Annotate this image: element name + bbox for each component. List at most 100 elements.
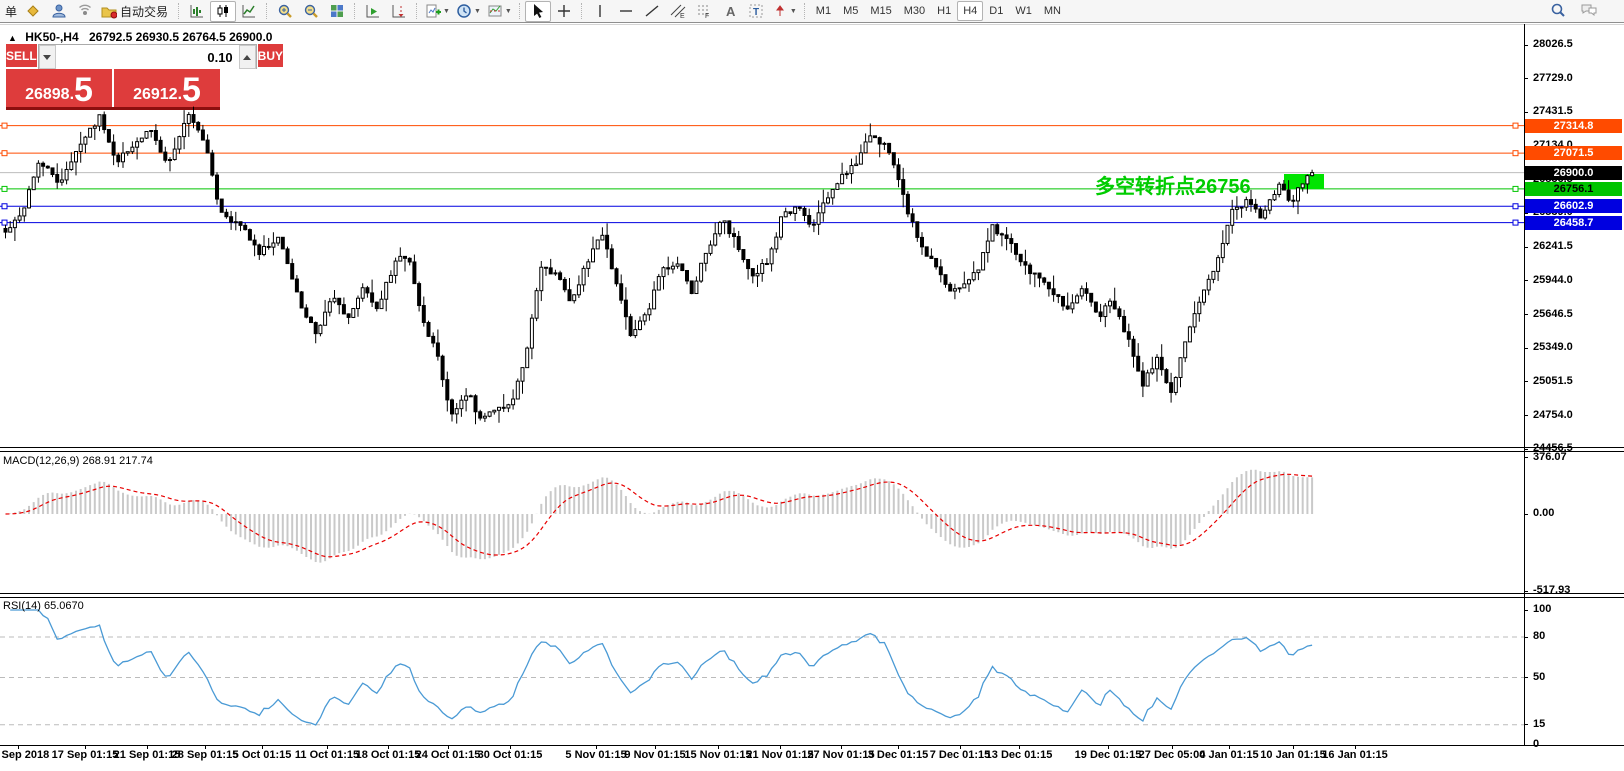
time-tick-label: 15 Nov 01:15: [684, 749, 752, 761]
time-tick-label: 11 Sep 2018: [0, 749, 50, 761]
toolbar-separator: [518, 3, 521, 19]
axis-tick-dash: [1524, 744, 1528, 746]
time-tick-label: 27 Dec 05:00: [1138, 749, 1206, 761]
timeframe-H1[interactable]: H1: [937, 5, 952, 17]
axis-tick-label: 15: [1533, 717, 1546, 730]
tile-windows-icon[interactable]: [324, 1, 350, 22]
decimal-point: .: [69, 86, 75, 103]
cursor-tool-icon[interactable]: [524, 0, 551, 22]
pane-separator[interactable]: [0, 447, 1624, 452]
buy-price-display[interactable]: 26912. 5: [114, 69, 220, 107]
sell-price-display[interactable]: 26898. 5: [6, 69, 112, 107]
collapse-panel-icon[interactable]: ▲: [8, 33, 17, 43]
timeframe-MN[interactable]: MN: [1043, 5, 1061, 17]
price-axis-line: [1524, 24, 1525, 745]
volume-decrease-button[interactable]: [38, 45, 56, 69]
timeframe-H4[interactable]: H4: [957, 1, 984, 21]
text-label-tool-icon[interactable]: T: [743, 1, 769, 22]
timeframe-M1[interactable]: M1: [815, 5, 832, 17]
text-tool-icon[interactable]: A: [717, 1, 743, 22]
chart-title: ▲ HK50-,H4 26792.5 26930.5 26764.5 26900…: [8, 30, 272, 44]
axis-tick-label: 0: [1533, 738, 1540, 750]
time-tick-label: 24 Oct 01:15: [415, 749, 481, 761]
time-tick: [510, 745, 511, 749]
pane-separator[interactable]: [0, 593, 1624, 598]
bar-chart-icon[interactable]: [184, 1, 210, 22]
volume-increase-button[interactable]: [238, 45, 256, 69]
indicators-add-icon[interactable]: ▼: [422, 1, 453, 22]
time-tick: [18, 745, 19, 749]
time-tick: [262, 745, 263, 749]
axis-tick-dash: [1524, 179, 1528, 181]
trendline-tool-icon[interactable]: [639, 1, 665, 22]
toolbar-separator: [354, 3, 356, 19]
time-tick: [388, 745, 389, 749]
sell-button[interactable]: SELL: [6, 44, 37, 69]
volume-input[interactable]: [55, 45, 239, 69]
axis-tick-dash: [1524, 677, 1528, 678]
text-letter: A: [726, 4, 736, 19]
ohlc-values: 26792.5 26930.5 26764.5 26900.0: [88, 30, 273, 44]
crosshair-tool-icon[interactable]: [551, 1, 577, 22]
time-tick-label: 27 Nov 01:15: [807, 749, 875, 761]
main-chart-canvas[interactable]: [0, 24, 1524, 447]
chart-window-border: [0, 24, 1624, 25]
metaeditor-icon[interactable]: [20, 1, 46, 22]
vertical-line-tool-icon[interactable]: [587, 1, 613, 22]
timeframe-M30[interactable]: M30: [903, 5, 926, 17]
time-tick-label: 7 Dec 01:15: [929, 749, 991, 761]
axis-tick-dash: [1524, 78, 1528, 80]
periods-icon[interactable]: ▼: [453, 1, 484, 22]
templates-icon[interactable]: ▼: [484, 1, 515, 22]
timeframe-M5[interactable]: M5: [843, 5, 859, 17]
rsi-pane-canvas[interactable]: [0, 597, 1524, 745]
macd-pane-canvas[interactable]: [0, 451, 1524, 593]
arrows-tool-icon[interactable]: ▼: [769, 1, 800, 22]
axis-tick-label: 0.00: [1533, 507, 1555, 519]
line-chart-icon[interactable]: [236, 1, 262, 22]
time-tick: [780, 745, 781, 749]
new-order-button[interactable]: 单: [5, 4, 18, 19]
label-letter: T: [753, 7, 759, 18]
spinner-up-icon: [243, 54, 252, 60]
terminal-icon[interactable]: [46, 1, 72, 22]
autotrading-label: 自动交易: [120, 4, 169, 19]
time-tick-label: 18 Oct 01:15: [355, 749, 421, 761]
fibo-letter: F: [705, 13, 709, 19]
dropdown-arrow-icon: ▼: [504, 7, 512, 15]
time-tick: [327, 745, 328, 749]
candlestick-chart-icon[interactable]: [210, 0, 237, 22]
signals-icon[interactable]: [72, 1, 98, 22]
timeframe-W1[interactable]: W1: [1015, 5, 1032, 17]
hline-price-label: 26756.1: [1525, 181, 1622, 196]
axis-tick-dash: [1524, 145, 1528, 147]
time-tick-label: 17 Sep 01:15: [51, 749, 119, 761]
price-axis[interactable]: 28026.527729.027431.527134.026836.526539…: [1524, 0, 1624, 771]
zoom-in-icon[interactable]: [272, 1, 298, 22]
time-tick: [1172, 745, 1173, 749]
timeframe-D1[interactable]: D1: [989, 5, 1004, 17]
buy-button[interactable]: BUY: [257, 44, 284, 69]
toolbar: 单 自动交易 ▼ ▼ ▼ E: [0, 0, 1624, 23]
axis-tick-dash: [1524, 280, 1528, 282]
time-tick: [1293, 745, 1294, 749]
chat-icon[interactable]: [1580, 2, 1598, 18]
axis-tick-dash: [1524, 513, 1528, 515]
fibonacci-tool-icon[interactable]: F: [691, 1, 717, 22]
search-icon[interactable]: [1550, 2, 1566, 18]
zoom-out-icon[interactable]: [298, 1, 324, 22]
auto-scroll-icon[interactable]: [360, 1, 386, 22]
time-tick: [1019, 745, 1020, 749]
chart-shift-icon[interactable]: [386, 1, 412, 22]
time-tick-label: 16 Jan 01:15: [1322, 749, 1388, 761]
axis-tick-label: 100: [1533, 603, 1552, 615]
timeframe-M15[interactable]: M15: [870, 5, 892, 17]
equidistant-channel-tool-icon[interactable]: E: [665, 1, 691, 22]
toolbar-separator: [580, 3, 583, 19]
autotrading-button[interactable]: 自动交易: [98, 1, 174, 22]
hline-price-label: 26458.7: [1525, 215, 1622, 230]
horizontal-line-tool-icon[interactable]: [613, 1, 639, 22]
axis-tick-label: 24456.5: [1533, 442, 1573, 455]
dropdown-arrow-icon: ▼: [789, 7, 797, 15]
